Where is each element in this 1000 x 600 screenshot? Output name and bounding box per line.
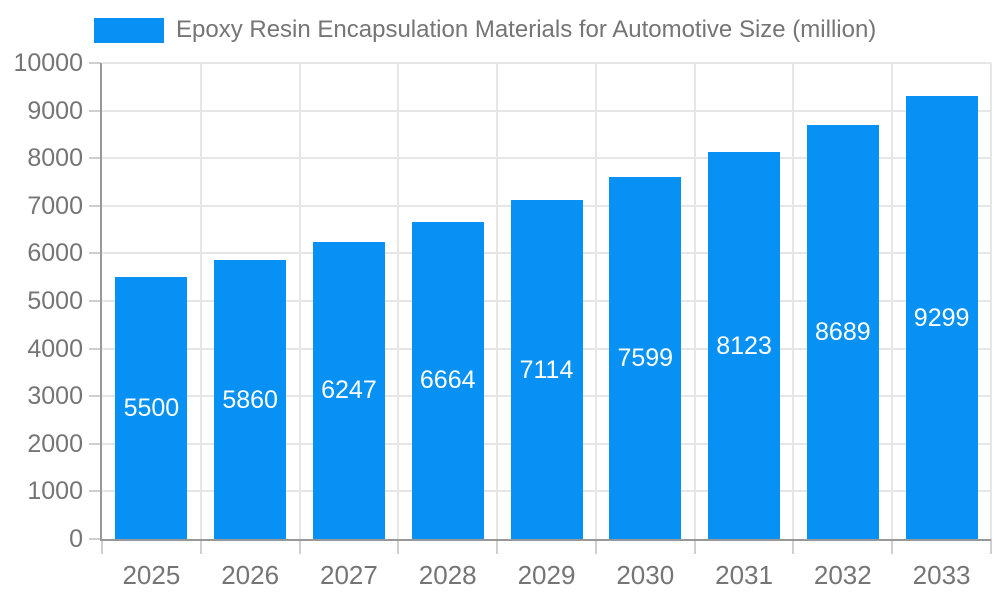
y-axis-tick <box>89 300 101 302</box>
y-axis-label: 7000 <box>27 191 83 220</box>
bar-value-label: 5500 <box>123 394 180 423</box>
y-axis-label: 5000 <box>27 287 83 315</box>
gridline-v <box>397 63 400 539</box>
y-axis-tick <box>89 157 101 160</box>
y-axis-label: 8000 <box>27 144 83 173</box>
gridline-v <box>298 63 301 539</box>
gridline-v <box>199 63 202 539</box>
gridline-v <box>496 63 499 539</box>
bar-value-label: 8123 <box>716 331 772 360</box>
y-axis-tick <box>89 109 101 112</box>
x-axis-label: 2031 <box>715 560 773 590</box>
bar-value-label: 8689 <box>815 318 871 347</box>
x-axis-label: 2030 <box>616 560 675 590</box>
x-axis-label: 2027 <box>320 560 378 590</box>
x-axis-tick <box>990 539 992 554</box>
gridline-v <box>990 63 992 539</box>
x-axis-tick <box>496 539 499 554</box>
x-axis-line <box>100 539 991 541</box>
bar <box>905 96 978 539</box>
x-axis-label: 2028 <box>418 560 477 590</box>
y-axis-tick <box>89 490 101 493</box>
gridline-v <box>891 63 894 539</box>
bar <box>312 241 385 539</box>
x-axis-tick <box>891 539 894 554</box>
y-axis-label: 9000 <box>27 96 83 125</box>
y-axis-label: 10000 <box>13 49 83 77</box>
bar <box>708 152 781 539</box>
y-axis-tick <box>89 62 101 64</box>
x-axis-tick <box>693 539 696 554</box>
bar-value-label: 6247 <box>321 376 377 405</box>
bar-value-label: 6664 <box>419 366 476 395</box>
x-axis-tick <box>298 539 301 554</box>
bar-value-label: 5860 <box>222 385 278 414</box>
bar-value-label: 7599 <box>617 344 674 373</box>
y-axis-label: 6000 <box>27 239 83 268</box>
bar <box>510 200 583 539</box>
gridline-v <box>792 63 795 539</box>
bar <box>609 177 682 539</box>
y-axis-label: 2000 <box>27 429 83 458</box>
gridline-h <box>102 109 991 112</box>
y-axis-tick <box>89 395 101 398</box>
legend-label: Epoxy Resin Encapsulation Materials for … <box>176 16 877 43</box>
bar-value-label: 9299 <box>913 303 970 332</box>
y-axis-tick <box>89 204 101 207</box>
y-axis-tick <box>89 252 101 255</box>
x-axis-tick <box>101 539 103 554</box>
bar-value-label: 7114 <box>519 355 574 384</box>
x-axis-tick <box>792 539 795 554</box>
y-axis-label: 0 <box>69 525 83 553</box>
x-axis-tick <box>594 539 597 554</box>
x-axis-label: 2032 <box>813 560 872 590</box>
gridline-h <box>102 62 991 64</box>
x-axis-label: 2029 <box>517 560 576 590</box>
x-axis-label: 2025 <box>122 560 181 590</box>
gridline-v <box>693 63 696 539</box>
gridline-v <box>594 63 597 539</box>
y-axis-tick <box>89 538 101 540</box>
bar <box>115 277 188 539</box>
y-axis-tick <box>89 442 101 445</box>
y-axis-label: 1000 <box>27 477 83 506</box>
bar <box>806 125 879 539</box>
x-axis-tick <box>397 539 400 554</box>
y-axis-line <box>100 63 102 541</box>
x-axis-label: 2033 <box>912 560 971 590</box>
bar <box>214 260 287 539</box>
y-axis-tick <box>89 347 101 350</box>
bar <box>411 221 484 539</box>
legend-swatch <box>94 18 164 43</box>
x-axis-label: 2026 <box>221 560 280 590</box>
y-axis-label: 4000 <box>27 334 83 363</box>
gridline-h <box>102 157 991 160</box>
y-axis-label: 3000 <box>27 382 83 411</box>
x-axis-tick <box>199 539 202 554</box>
